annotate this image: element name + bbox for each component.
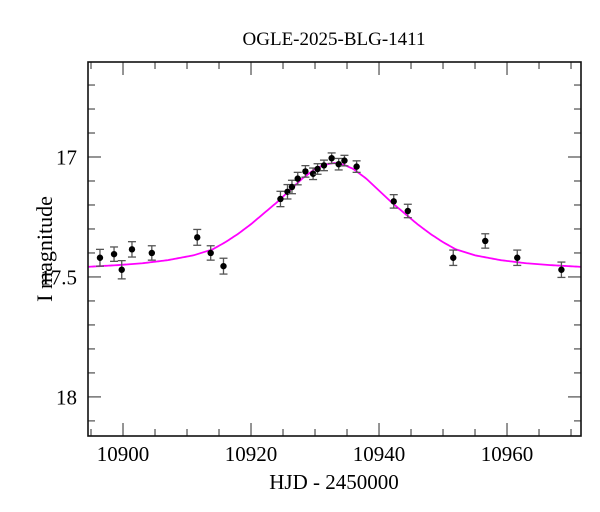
data-point <box>449 249 458 267</box>
plot-title: OGLE-2025-BLG-1411 <box>243 29 426 50</box>
data-point-marker <box>390 198 397 205</box>
data-point <box>287 179 296 195</box>
x-tick-label: 10920 <box>225 442 278 466</box>
data-point-marker <box>277 195 284 203</box>
data-point-marker <box>118 266 125 273</box>
y-axis-label: I magnitude <box>32 196 57 302</box>
data-point <box>513 249 522 267</box>
data-point-marker <box>220 262 227 270</box>
data-point-marker <box>194 234 201 241</box>
data-point-marker <box>450 254 457 261</box>
data-point-marker <box>110 250 118 258</box>
x-tick-label: 10940 <box>353 442 406 466</box>
data-point <box>110 246 119 263</box>
axis-ticks-layer <box>88 62 581 436</box>
y-tick-label: 18 <box>56 385 77 409</box>
data-point-marker <box>482 237 489 245</box>
data-point <box>147 245 156 261</box>
data-point-marker <box>514 254 521 261</box>
data-point <box>334 157 343 171</box>
data-point-marker <box>207 249 214 257</box>
data-point-marker <box>148 249 156 257</box>
data-point-marker <box>309 170 317 177</box>
data-point <box>117 259 126 280</box>
data-point <box>95 248 104 267</box>
data-point <box>481 233 490 249</box>
data-point-marker <box>341 157 348 164</box>
data-point <box>557 261 566 279</box>
data-point-marker <box>96 254 104 261</box>
data-point <box>313 163 322 175</box>
data-point <box>301 164 310 178</box>
plot-frame <box>87 61 582 437</box>
data-point-marker <box>302 168 309 175</box>
data-point-marker <box>404 207 412 215</box>
model-curve-layer <box>88 162 581 268</box>
data-point-marker <box>335 160 342 168</box>
y-tick-label: 17 <box>56 145 77 169</box>
x-tick-label: 10900 <box>97 442 150 466</box>
x-tick-label: 10960 <box>481 442 534 466</box>
data-point-marker <box>353 163 360 170</box>
data-point <box>276 190 285 208</box>
data-point-marker <box>328 154 335 162</box>
data-point <box>293 171 302 186</box>
data-point <box>193 228 202 246</box>
data-points-layer <box>95 152 566 280</box>
data-point <box>127 241 136 258</box>
x-axis-label: HJD - 2450000 <box>269 470 399 494</box>
y-tick-label: 17.5 <box>40 265 77 289</box>
tick-labels-layer: 10900 10920 10940 10960 17 17.5 18 <box>40 145 533 466</box>
data-point <box>403 203 412 219</box>
data-point-marker <box>294 175 301 182</box>
data-point <box>389 194 398 209</box>
data-point <box>206 245 215 261</box>
data-point-marker <box>288 183 296 191</box>
data-point-marker <box>314 165 321 173</box>
data-point <box>219 257 228 275</box>
data-point-marker <box>320 162 328 169</box>
data-point-marker <box>128 246 136 253</box>
data-point <box>340 154 349 167</box>
model-curve <box>88 162 581 268</box>
data-point <box>352 160 361 174</box>
data-point-marker <box>558 266 565 273</box>
data-point <box>327 152 336 165</box>
data-point <box>319 159 328 172</box>
